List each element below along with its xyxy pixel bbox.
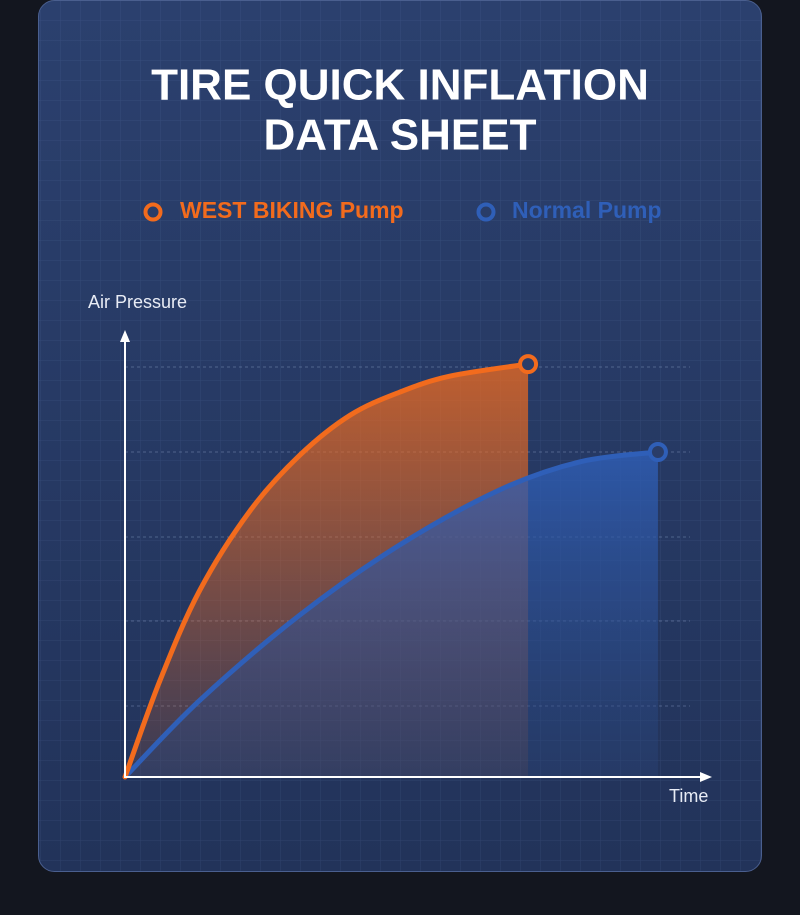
y-arrow xyxy=(120,330,130,342)
title-line: TIRE QUICK INFLATION xyxy=(151,61,649,110)
legend-label: WEST BIKING Pump xyxy=(180,197,404,223)
end-marker xyxy=(647,441,668,462)
end-marker xyxy=(518,354,539,375)
legend-marker xyxy=(143,202,163,222)
line xyxy=(122,449,661,780)
legend-label: Normal Pump xyxy=(512,197,662,223)
legend-marker xyxy=(476,202,496,222)
x-axis-label: Time xyxy=(669,786,708,806)
axes xyxy=(120,330,712,782)
title-line: DATA SHEET xyxy=(264,111,537,160)
line xyxy=(122,361,531,780)
x-arrow xyxy=(700,772,712,782)
plot xyxy=(122,354,668,780)
area xyxy=(125,451,658,777)
y-axis-label: Air Pressure xyxy=(88,292,187,312)
